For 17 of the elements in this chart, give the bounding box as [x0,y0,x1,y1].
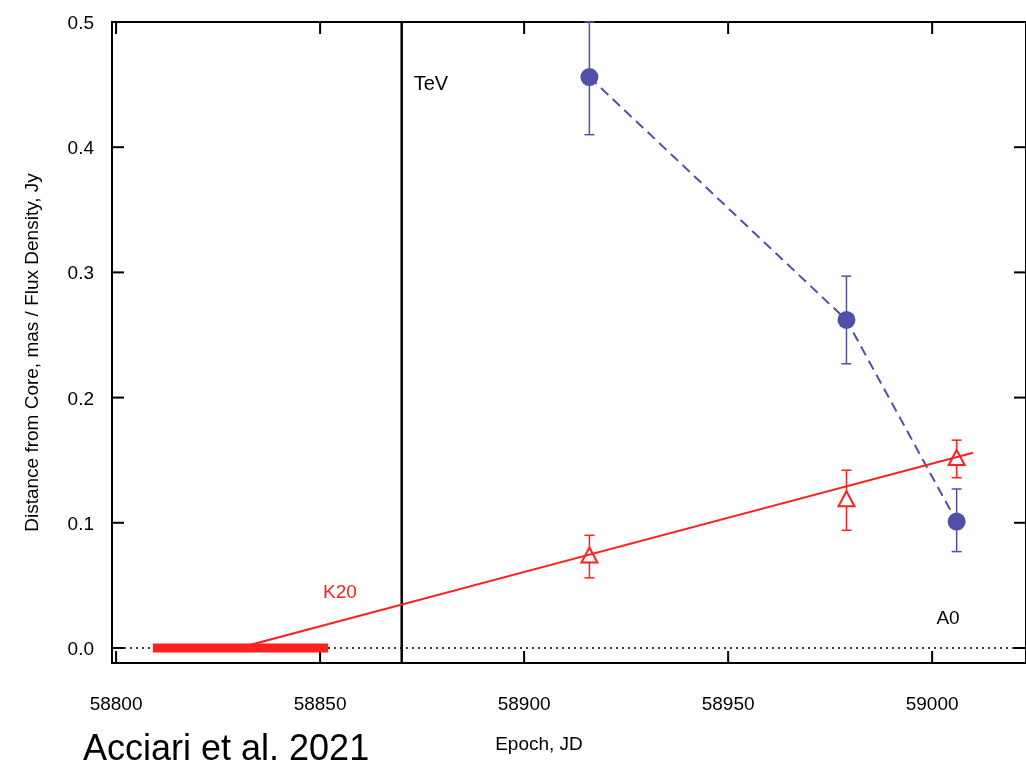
x-tick-label: 58950 [701,693,755,714]
x-tick-label: 59000 [905,693,959,714]
ref-line-label: TeV [413,72,449,94]
x-tick-label: 58850 [293,693,347,714]
annotation: K20 [323,581,357,602]
y-tick-label: 0.0 [67,637,94,659]
y-tick-label: 0.5 [67,12,94,33]
text: Acciari et al. 2021 [83,727,370,768]
annotation: A0 [936,607,960,628]
y-tick-label: 0.4 [67,137,95,159]
x-tick-label: 58900 [497,693,551,714]
y-tick-label: 0.1 [67,512,94,534]
y-tick-label: 0.2 [67,387,94,409]
x-axis-title: Epoch, JD [495,733,583,754]
y-axis-title: Distance from Core, mas / Flux Density, Jy [21,172,42,532]
y-tick-label: 0.3 [67,262,94,284]
x-tick-label: 58800 [89,693,143,714]
